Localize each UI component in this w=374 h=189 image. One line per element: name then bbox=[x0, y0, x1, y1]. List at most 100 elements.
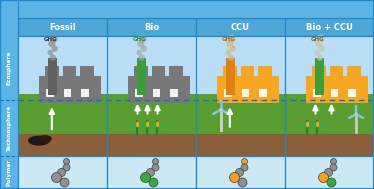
Bar bbox=[107, 36, 196, 100]
Circle shape bbox=[137, 40, 144, 47]
Circle shape bbox=[220, 108, 223, 111]
Bar bbox=[285, 36, 374, 156]
Bar bbox=[137, 58, 146, 95]
Circle shape bbox=[52, 45, 58, 52]
Bar bbox=[107, 36, 196, 156]
Circle shape bbox=[227, 54, 234, 61]
Circle shape bbox=[226, 40, 233, 47]
Bar bbox=[196, 156, 285, 189]
Bar bbox=[259, 89, 267, 97]
Bar bbox=[62, 66, 76, 76]
Bar bbox=[196, 94, 285, 156]
Circle shape bbox=[355, 113, 358, 115]
Bar bbox=[285, 36, 374, 100]
Bar bbox=[217, 76, 279, 102]
Bar bbox=[128, 76, 190, 102]
Bar bbox=[45, 66, 59, 76]
Bar bbox=[107, 156, 196, 189]
Bar bbox=[48, 58, 57, 95]
Bar bbox=[18, 36, 107, 156]
Circle shape bbox=[48, 40, 55, 47]
Bar bbox=[0, 0, 18, 189]
Bar bbox=[39, 76, 101, 102]
Bar bbox=[331, 89, 338, 97]
Bar bbox=[285, 18, 374, 36]
Bar bbox=[80, 66, 94, 76]
Circle shape bbox=[315, 50, 320, 55]
Bar bbox=[196, 36, 285, 156]
Circle shape bbox=[63, 164, 70, 171]
Circle shape bbox=[149, 178, 158, 187]
Bar bbox=[135, 89, 143, 97]
Circle shape bbox=[141, 173, 150, 183]
Bar bbox=[18, 36, 107, 100]
Ellipse shape bbox=[156, 121, 159, 127]
Bar bbox=[329, 66, 343, 76]
Bar bbox=[107, 156, 196, 189]
Bar bbox=[196, 36, 285, 100]
Ellipse shape bbox=[306, 121, 309, 127]
Ellipse shape bbox=[38, 135, 52, 142]
Bar bbox=[107, 18, 196, 36]
Bar bbox=[285, 36, 374, 156]
Bar bbox=[196, 18, 285, 36]
Bar bbox=[18, 94, 107, 156]
Circle shape bbox=[230, 173, 239, 183]
Bar bbox=[107, 36, 196, 156]
Bar bbox=[18, 156, 107, 189]
Bar bbox=[306, 76, 368, 102]
Circle shape bbox=[319, 45, 325, 52]
Bar bbox=[285, 94, 374, 156]
Ellipse shape bbox=[28, 136, 50, 146]
Bar bbox=[170, 89, 178, 97]
Bar bbox=[107, 18, 196, 36]
Circle shape bbox=[226, 50, 231, 55]
Circle shape bbox=[238, 178, 247, 187]
Bar bbox=[18, 18, 107, 36]
Circle shape bbox=[153, 159, 159, 164]
Text: Ecosphere: Ecosphere bbox=[6, 50, 12, 85]
Circle shape bbox=[139, 35, 147, 43]
Bar bbox=[81, 89, 89, 97]
Ellipse shape bbox=[146, 121, 149, 127]
Circle shape bbox=[141, 45, 147, 52]
Bar bbox=[285, 134, 374, 156]
Bar bbox=[258, 66, 272, 76]
Circle shape bbox=[315, 40, 322, 47]
Text: GHG: GHG bbox=[133, 37, 147, 42]
Circle shape bbox=[331, 159, 337, 164]
Circle shape bbox=[47, 50, 53, 55]
Bar bbox=[285, 156, 374, 189]
Text: Fossil: Fossil bbox=[49, 22, 76, 32]
Circle shape bbox=[241, 164, 248, 171]
Circle shape bbox=[138, 54, 145, 61]
Bar bbox=[348, 89, 356, 97]
Bar bbox=[242, 89, 249, 97]
Circle shape bbox=[50, 35, 58, 43]
Bar bbox=[226, 58, 235, 95]
Bar bbox=[196, 156, 285, 189]
Bar bbox=[315, 58, 324, 95]
Bar bbox=[312, 66, 326, 76]
Bar bbox=[18, 156, 107, 189]
Bar bbox=[0, 0, 18, 189]
Bar bbox=[196, 36, 285, 156]
Text: GHG: GHG bbox=[222, 37, 236, 42]
Bar bbox=[169, 66, 183, 76]
Circle shape bbox=[316, 54, 323, 61]
Bar bbox=[224, 89, 232, 97]
Circle shape bbox=[58, 169, 65, 177]
Ellipse shape bbox=[316, 121, 319, 127]
Bar bbox=[223, 66, 237, 76]
Bar bbox=[240, 66, 254, 76]
Bar bbox=[64, 89, 71, 97]
Text: Technosphere: Technosphere bbox=[6, 105, 12, 151]
Text: Bio: Bio bbox=[144, 22, 159, 32]
Circle shape bbox=[327, 178, 336, 187]
Circle shape bbox=[52, 173, 61, 183]
Text: CCU: CCU bbox=[231, 22, 250, 32]
Bar bbox=[134, 66, 148, 76]
Bar bbox=[107, 94, 196, 156]
Bar bbox=[46, 89, 54, 97]
Ellipse shape bbox=[136, 121, 139, 127]
